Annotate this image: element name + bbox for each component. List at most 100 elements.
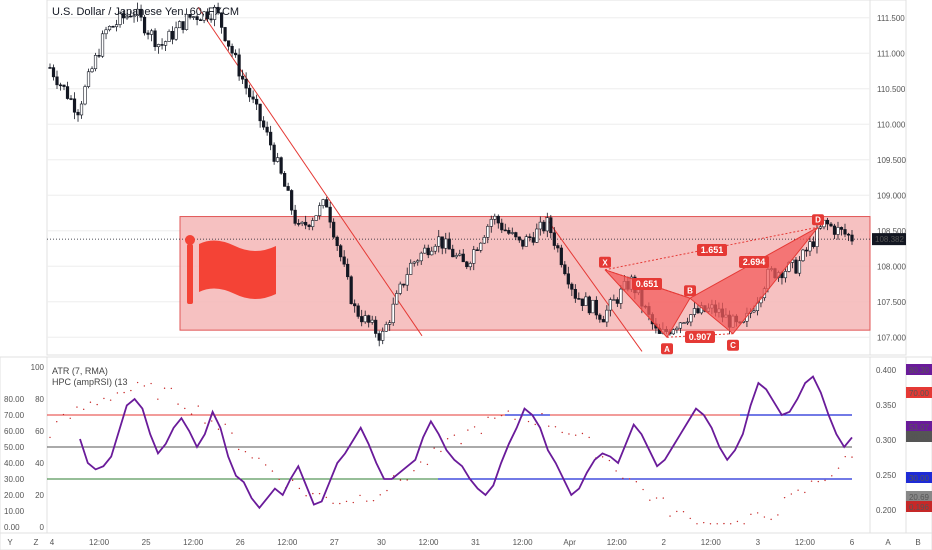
price-tick-label: 107.500 [877, 298, 906, 307]
indicator-pane[interactable] [46, 356, 871, 534]
candle-body [255, 98, 259, 105]
candle-body [363, 315, 367, 323]
atr-dot [332, 502, 334, 505]
candle-body [797, 260, 802, 274]
atr-dot [339, 502, 341, 505]
atr-dot [568, 433, 570, 435]
time-tick-label: Apr [563, 538, 576, 547]
candle-body [318, 205, 322, 216]
candle-body [388, 322, 392, 325]
candle-body [360, 316, 364, 323]
candle-body [332, 221, 336, 238]
candle-body [79, 103, 84, 116]
atr-dot [588, 436, 590, 439]
atr-dot [163, 387, 166, 389]
harmonic-point-tag [661, 343, 673, 355]
left-tick-label: 40.00 [4, 459, 25, 468]
atr-dot [831, 475, 833, 477]
time-tick-label: 25 [142, 538, 151, 547]
candle-body [135, 8, 140, 16]
price-axis[interactable] [869, 0, 907, 356]
candle-body [559, 247, 563, 266]
candle-body [118, 13, 122, 25]
atr-dot [170, 387, 173, 390]
price-tick-label: 110.500 [877, 85, 906, 94]
candle-body [783, 271, 788, 279]
candle-body [832, 225, 837, 235]
atr-dot [628, 478, 631, 480]
atr-dot [386, 489, 388, 492]
candle-body [475, 249, 479, 251]
candle-body [804, 249, 809, 252]
candle-body [146, 32, 150, 35]
atr-dot [622, 477, 624, 480]
atr-dot [258, 457, 260, 459]
atr-dot [844, 455, 846, 458]
candle-body [307, 224, 311, 227]
candle-body [468, 263, 472, 268]
atr-dot [177, 403, 179, 405]
time-tick-label: 2 [662, 538, 667, 547]
candle-body [227, 40, 231, 47]
atr-dot [109, 399, 112, 401]
indicator-right-axis[interactable] [869, 356, 907, 534]
candle-body [489, 219, 493, 227]
candle-body [314, 215, 318, 221]
candle-body [170, 30, 175, 40]
atr-dot [143, 385, 146, 387]
candle-body [279, 157, 283, 174]
left-tick-label: 10.00 [4, 507, 25, 516]
candle-body [552, 232, 556, 246]
value-badge [906, 431, 932, 442]
indicator-plot [47, 375, 853, 525]
harmonic-point-tag [684, 285, 696, 297]
atr-dot [770, 518, 772, 521]
candle-body [458, 253, 462, 256]
atr-dot [548, 425, 550, 427]
atr-dot [69, 417, 71, 419]
candle-body [398, 283, 402, 294]
value-badge-label: 0.196 [909, 503, 930, 512]
candle-body [587, 296, 591, 314]
atr-dot [561, 431, 563, 434]
candle-body [48, 67, 52, 69]
candle-body [174, 27, 178, 40]
atr-dot [318, 492, 321, 495]
candle-body [276, 157, 280, 162]
candle-body [493, 215, 497, 220]
atr-dot [231, 432, 233, 434]
atr-dot [49, 436, 51, 439]
candle-body [605, 309, 609, 323]
atr-dot [150, 382, 152, 385]
indicator-line-1: ATR (7, RMA) [52, 366, 108, 376]
candle-body [829, 223, 833, 227]
price-axis-labels: 111.500 111.000 110.500 110.000 109.500 109.0… [872, 14, 906, 342]
trend-line-main [197, 6, 423, 337]
candle-body [381, 330, 385, 341]
candle-body [90, 68, 94, 73]
left-tick-label: 70.00 [4, 411, 25, 420]
candle-body [237, 54, 241, 77]
candle-body [153, 30, 157, 48]
candle-body [472, 249, 476, 264]
inner-tick-label: 80 [35, 395, 44, 404]
value-badge-label: 30.00 [909, 474, 930, 483]
candle-body [216, 6, 220, 14]
candle-body [107, 26, 112, 31]
candle-body [503, 229, 507, 232]
value-badge-label: 53.07 [909, 423, 930, 432]
candle-body [507, 230, 511, 234]
candle-body [531, 237, 535, 243]
candle-body [524, 236, 528, 247]
candle-body [205, 11, 210, 20]
value-badge-label: 50.00 [909, 433, 930, 442]
time-axis[interactable] [0, 532, 932, 550]
atr-dot [473, 426, 476, 428]
indicator-title: ATR (7, RMA) HPC (ampRSI) (13 [52, 366, 128, 388]
value-badge-label: 80.30 [909, 366, 930, 375]
atr-dot [446, 438, 449, 440]
atr-dot [750, 513, 752, 516]
last-price-label: 108.382 [875, 235, 904, 244]
time-tick-label: 12:00 [89, 538, 110, 547]
atr-dot [312, 492, 314, 495]
